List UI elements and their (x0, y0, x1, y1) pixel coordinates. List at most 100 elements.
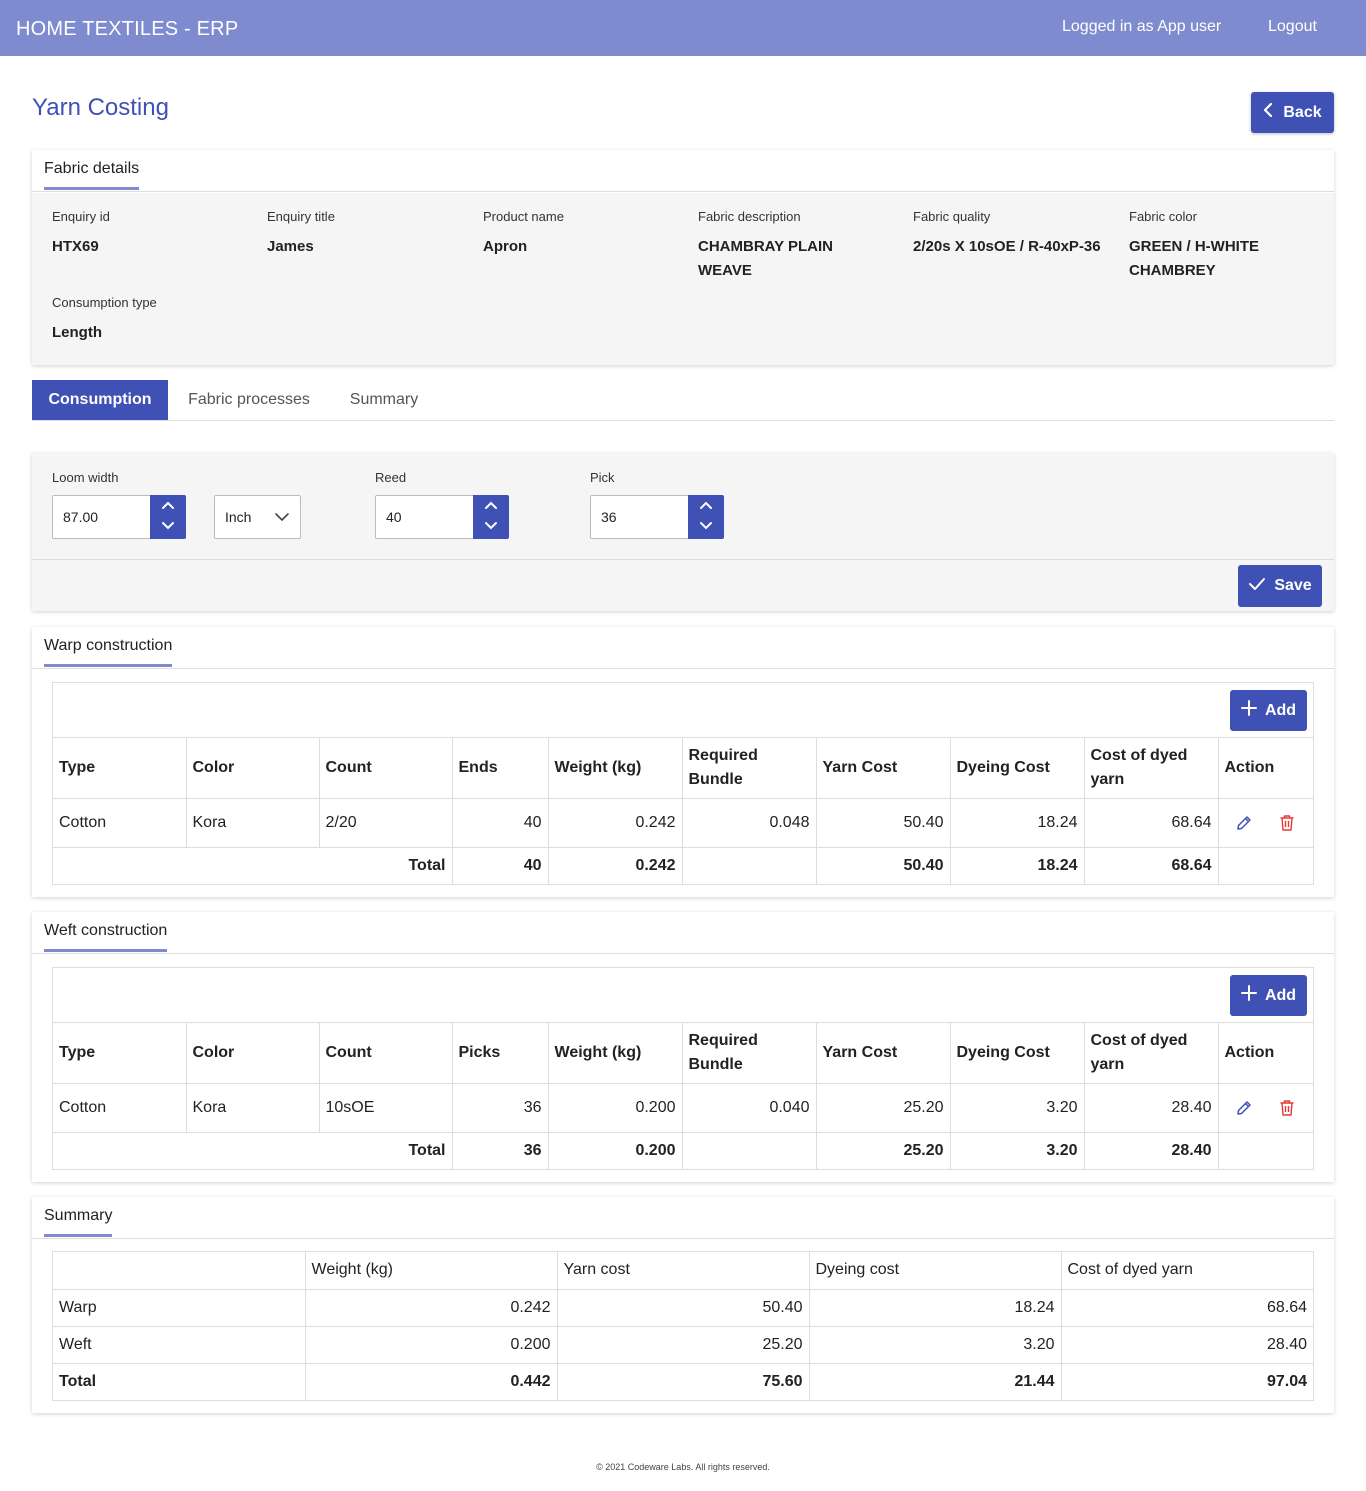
cell-dyeing-cost: 3.20 (809, 1325, 1062, 1363)
tab-fabric-processes[interactable]: Fabric processes (188, 391, 310, 408)
product-name-field: Product name Apron (483, 209, 683, 259)
column-header: Yarn Cost (816, 1023, 951, 1083)
unit-select-value: Inch (225, 509, 252, 525)
field-value: 2/20s X 10sOE / R-40xP-36 (913, 238, 1101, 255)
pick-stepper[interactable] (688, 495, 724, 539)
warp-construction-title: Warp construction (44, 637, 173, 667)
cell-weight: 0.200 (305, 1325, 558, 1363)
total-ends: 40 (452, 846, 549, 884)
warp-add-button[interactable]: Add (1230, 690, 1307, 731)
column-header: Dyeing Cost (950, 738, 1085, 798)
cell-type: Cotton (53, 1082, 187, 1132)
row-label: Weft (53, 1325, 306, 1363)
column-header: Count (319, 738, 453, 798)
cell-dyeing-cost: 21.44 (809, 1362, 1062, 1400)
weft-toolbar: Add (53, 968, 1313, 1023)
total-dyed-cost: 28.40 (1084, 1131, 1219, 1169)
reed-input[interactable]: 40 (375, 495, 509, 539)
cell-dyeing-cost: 3.20 (950, 1082, 1085, 1132)
pick-input[interactable]: 36 (590, 495, 724, 539)
total-weight: 0.200 (548, 1131, 683, 1169)
warp-add-label: Add (1264, 701, 1297, 719)
cell-bundle: 0.048 (682, 797, 817, 847)
column-header: Cost of dyed yarn (1084, 1023, 1219, 1083)
weft-construction-title: Weft construction (44, 922, 168, 952)
loom-width-label: Loom width (52, 470, 119, 485)
column-header: Ends (452, 738, 549, 798)
loom-width-input[interactable]: 87.00 (52, 495, 186, 539)
fabric-quality-field: Fabric quality 2/20s X 10sOE / R-40xP-36 (913, 209, 1103, 259)
field-value: GREEN / H-WHITE CHAMBREY (1129, 238, 1259, 279)
trash-icon[interactable] (1279, 814, 1295, 832)
total-dyeing-cost: 3.20 (950, 1131, 1085, 1169)
fabric-details-header: Fabric details (32, 150, 1334, 192)
column-header: Picks (452, 1023, 549, 1083)
total-row: Total 40 0.242 50.40 18.24 68.64 (53, 846, 1313, 884)
column-header: Cost of dyed yarn (1084, 738, 1219, 798)
summary-table-box: Weight (kg) Yarn cost Dyeing cost Cost o… (52, 1251, 1314, 1401)
unit-select[interactable]: Inch (214, 495, 301, 539)
chevron-up-icon[interactable] (161, 500, 175, 510)
column-header: Color (186, 1023, 320, 1083)
total-dyed-cost: 68.64 (1084, 846, 1219, 884)
back-button[interactable]: Back (1251, 92, 1334, 133)
summary-title: Summary (44, 1207, 113, 1237)
total-label: Total (53, 846, 453, 884)
field-value: James (267, 238, 314, 255)
summary-header: Summary (32, 1197, 1334, 1239)
logout-link[interactable]: Logout (1268, 18, 1317, 35)
consumption-type-field: Consumption type Length (52, 295, 252, 345)
chevron-up-icon[interactable] (699, 500, 713, 510)
trash-icon[interactable] (1279, 1099, 1295, 1117)
tab-bar: Consumption Fabric processes Summary (32, 380, 1334, 421)
loom-width-value: 87.00 (63, 509, 99, 525)
cell-dyed-cost: 28.40 (1061, 1325, 1313, 1363)
column-header: Yarn cost (557, 1252, 810, 1289)
fabric-description-field: Fabric description CHAMBRAY PLAIN WEAVE (698, 209, 878, 283)
cell-dyed-cost: 68.64 (1061, 1288, 1313, 1326)
fabric-color-field: Fabric color GREEN / H-WHITE CHAMBREY (1129, 209, 1319, 283)
cell-bundle: 0.040 (682, 1082, 817, 1132)
check-icon (1248, 577, 1266, 596)
reed-value: 40 (386, 509, 402, 525)
weft-construction-header: Weft construction (32, 912, 1334, 954)
chevron-down-icon[interactable] (484, 521, 498, 531)
pick-value: 36 (601, 509, 617, 525)
warp-table: Type Color Count Ends Weight (kg) Requir… (53, 738, 1313, 884)
copyright-footer: © 2021 Codeware Labs. All rights reserve… (596, 1462, 770, 1472)
loom-width-stepper[interactable] (150, 495, 186, 539)
cell-color: Kora (186, 797, 320, 847)
cell-weight: 0.442 (305, 1362, 558, 1400)
weft-add-button[interactable]: Add (1230, 975, 1307, 1016)
column-header: Weight (kg) (305, 1252, 558, 1289)
cell-color: Kora (186, 1082, 320, 1132)
field-label: Enquiry title (267, 209, 335, 224)
tab-summary[interactable]: Summary (349, 391, 419, 408)
summary-card: Summary Weight (kg) Yarn cost Dyeing cos… (32, 1197, 1334, 1413)
field-value: Apron (483, 238, 528, 255)
tab-consumption[interactable]: Consumption (32, 380, 168, 420)
page-title: Yarn Costing (32, 94, 169, 121)
chevron-down-icon[interactable] (161, 521, 175, 531)
chevron-down-icon[interactable] (699, 521, 713, 531)
chevron-up-icon[interactable] (484, 500, 498, 510)
column-header: Action (1224, 1043, 1275, 1061)
chevron-left-icon (1263, 102, 1273, 123)
pencil-icon[interactable] (1235, 814, 1253, 832)
enquiry-id-field: Enquiry id HTX69 (52, 209, 252, 259)
cell-actions (1218, 1082, 1313, 1132)
column-header: Type (53, 738, 187, 798)
total-label: Total (53, 1131, 453, 1169)
save-button[interactable]: Save (1238, 565, 1322, 607)
column-header: Dyeing cost (809, 1252, 1062, 1289)
column-header: Required Bundle (682, 1023, 817, 1083)
back-button-label: Back (1283, 103, 1322, 121)
pencil-icon[interactable] (1235, 1099, 1253, 1117)
cell-dyed-cost: 97.04 (1061, 1362, 1313, 1400)
consumption-form-card: Loom width 87.00 Inch Reed 40 Pick 36 Sa… (32, 453, 1334, 611)
table-row: Warp 0.242 50.40 18.24 68.64 (53, 1288, 1313, 1326)
field-label: Consumption type (52, 295, 157, 310)
chevron-down-icon (275, 513, 289, 522)
column-header: Yarn Cost (816, 738, 951, 798)
reed-stepper[interactable] (473, 495, 509, 539)
